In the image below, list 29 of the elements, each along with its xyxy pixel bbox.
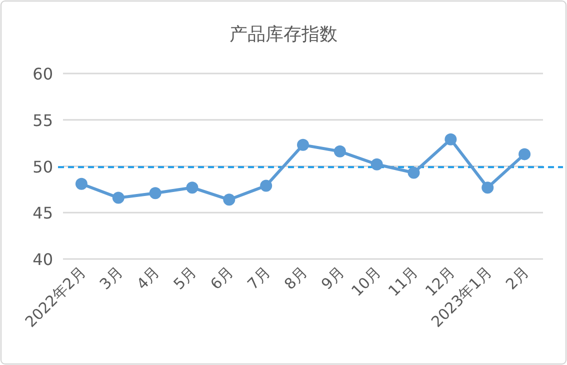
y-tick-label: 60 — [32, 64, 53, 84]
x-tick-label: 8月 — [280, 263, 311, 294]
point — [408, 166, 420, 179]
chart-title: 产品库存指数 — [230, 24, 338, 45]
point — [260, 180, 272, 192]
point — [482, 182, 494, 194]
x-tick-label: 2月 — [502, 263, 532, 294]
x-tick-label: 6月 — [206, 263, 237, 294]
x-tick-label: 3月 — [96, 263, 126, 294]
point — [518, 148, 531, 160]
y-tick-label: 45 — [32, 204, 53, 223]
x-tick-label: 4月 — [133, 263, 164, 294]
point — [297, 138, 309, 151]
point — [112, 192, 124, 204]
point — [75, 178, 88, 190]
y-tick-label: 40 — [32, 250, 53, 269]
point — [149, 187, 162, 200]
x-tick-label: 11月 — [384, 263, 422, 300]
point — [444, 133, 457, 146]
y-tick-label: 55 — [32, 110, 53, 130]
point — [223, 194, 236, 206]
x-tick-label: 9月 — [318, 263, 348, 294]
x-tick-label: 5月 — [170, 263, 200, 294]
x-tick-label: 10月 — [348, 263, 385, 300]
point — [370, 158, 383, 170]
y-tick-label: 50 — [32, 157, 53, 176]
point — [334, 145, 346, 158]
x-tick-label: 7月 — [244, 263, 274, 294]
point — [186, 182, 198, 194]
